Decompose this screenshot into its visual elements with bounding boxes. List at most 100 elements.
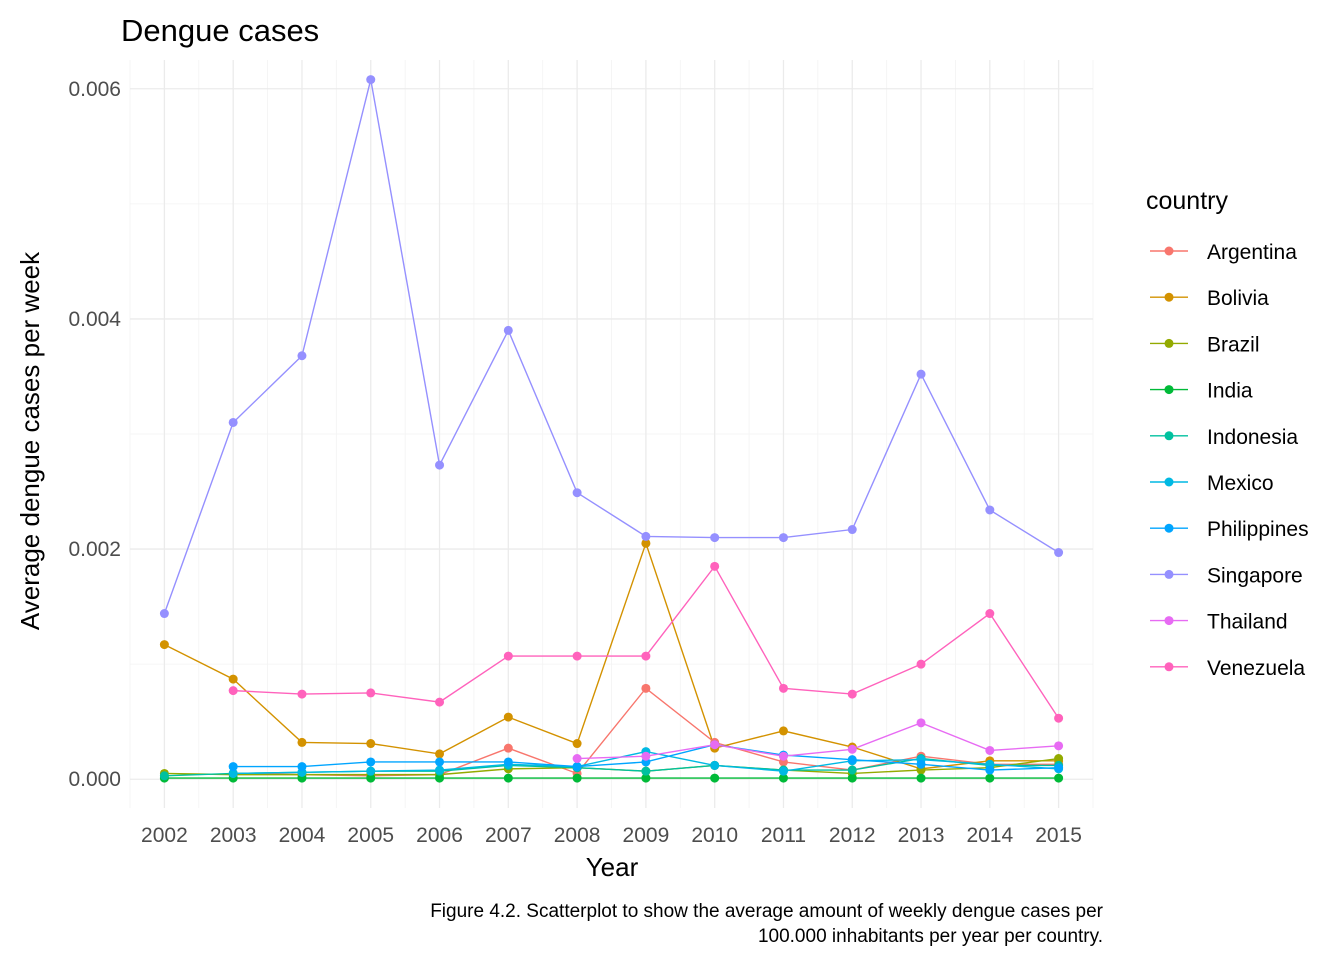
point-philippines-2008 bbox=[572, 762, 582, 772]
point-philippines-2003 bbox=[228, 762, 238, 772]
point-brazil-2015 bbox=[1054, 754, 1064, 764]
x-tick-label: 2004 bbox=[279, 824, 326, 847]
point-singapore-2004 bbox=[297, 351, 307, 361]
point-thailand-2011 bbox=[778, 751, 788, 761]
point-philippines-2014 bbox=[985, 765, 995, 775]
x-tick-label: 2002 bbox=[141, 824, 188, 847]
x-tick-label: 2011 bbox=[761, 824, 806, 847]
point-bolivia-2004 bbox=[297, 737, 307, 747]
point-singapore-2005 bbox=[366, 75, 376, 85]
point-philippines-2012 bbox=[847, 755, 857, 765]
point-bolivia-2003 bbox=[228, 674, 238, 684]
point-thailand-2014 bbox=[985, 745, 995, 755]
x-tick-label: 2012 bbox=[829, 824, 876, 847]
point-india-2012 bbox=[847, 773, 857, 783]
legend-key-point-thailand bbox=[1164, 616, 1174, 626]
legend-key-point-singapore bbox=[1164, 569, 1174, 579]
x-tick-label: 2013 bbox=[898, 824, 945, 847]
point-india-2011 bbox=[778, 773, 788, 783]
x-tick-label: 2014 bbox=[966, 824, 1013, 847]
legend-key-point-brazil bbox=[1164, 338, 1174, 348]
x-axis-title: Year bbox=[586, 852, 639, 882]
x-tick-label: 2005 bbox=[347, 824, 394, 847]
point-india-2013 bbox=[916, 773, 926, 783]
point-india-2007 bbox=[503, 773, 513, 783]
point-india-2006 bbox=[435, 773, 445, 783]
point-thailand-2009 bbox=[641, 751, 651, 761]
point-bolivia-2007 bbox=[503, 712, 513, 722]
point-india-2015 bbox=[1054, 773, 1064, 783]
point-bolivia-2009 bbox=[641, 538, 651, 548]
point-venezuela-2003 bbox=[228, 686, 238, 696]
caption-line-1: Figure 4.2. Scatterplot to show the aver… bbox=[430, 901, 1103, 922]
point-singapore-2006 bbox=[435, 460, 445, 470]
point-venezuela-2009 bbox=[641, 651, 651, 661]
point-india-2009 bbox=[641, 773, 651, 783]
y-tick-label: 0.004 bbox=[68, 308, 121, 331]
point-singapore-2003 bbox=[228, 417, 238, 427]
point-mexico-2011 bbox=[778, 766, 788, 776]
point-singapore-2002 bbox=[159, 609, 169, 619]
point-mexico-2005 bbox=[366, 766, 376, 776]
point-singapore-2015 bbox=[1054, 548, 1064, 558]
legend-label-argentina: Argentina bbox=[1207, 241, 1297, 264]
series-line-thailand bbox=[577, 722, 1059, 760]
point-singapore-2009 bbox=[641, 531, 651, 541]
point-argentina-2007 bbox=[503, 743, 513, 753]
x-tick-label: 2006 bbox=[416, 824, 463, 847]
point-singapore-2011 bbox=[778, 533, 788, 543]
point-bolivia-2002 bbox=[159, 640, 169, 650]
legend-label-bolivia: Bolivia bbox=[1207, 287, 1269, 310]
point-thailand-2010 bbox=[710, 740, 720, 750]
point-venezuela-2012 bbox=[847, 689, 857, 699]
point-thailand-2008 bbox=[572, 754, 582, 764]
grid bbox=[129, 60, 1094, 808]
point-bolivia-2011 bbox=[778, 726, 788, 736]
legend-key-point-india bbox=[1164, 385, 1174, 395]
legend-label-thailand: Thailand bbox=[1207, 611, 1288, 634]
point-venezuela-2011 bbox=[778, 683, 788, 693]
legend: Argentina Bolivia Brazil India Indonesia Mexi… bbox=[1150, 241, 1309, 680]
point-venezuela-2006 bbox=[435, 697, 445, 707]
point-bolivia-2008 bbox=[572, 739, 582, 749]
y-tick-label: 0.002 bbox=[68, 538, 121, 561]
point-india-2010 bbox=[710, 773, 720, 783]
point-singapore-2013 bbox=[916, 369, 926, 379]
legend-title: country bbox=[1146, 187, 1228, 215]
point-thailand-2012 bbox=[847, 744, 857, 754]
point-india-2014 bbox=[985, 773, 995, 783]
legend-label-india: India bbox=[1207, 380, 1253, 403]
point-philippines-2007 bbox=[503, 757, 513, 767]
y-tick-labels: 0.000 0.002 0.004 0.006 bbox=[68, 78, 121, 791]
legend-label-mexico: Mexico bbox=[1207, 472, 1274, 495]
point-philippines-2013 bbox=[916, 759, 926, 769]
legend-label-venezuela: Venezuela bbox=[1207, 657, 1305, 680]
x-tick-label: 2009 bbox=[623, 824, 670, 847]
legend-key-point-philippines bbox=[1164, 523, 1174, 533]
point-argentina-2009 bbox=[641, 683, 651, 693]
point-mexico-2006 bbox=[435, 765, 445, 775]
point-philippines-2005 bbox=[366, 757, 376, 767]
caption-line-2: 100.000 inhabitants per year per country… bbox=[758, 926, 1103, 947]
point-india-2005 bbox=[366, 773, 376, 783]
legend-key-point-venezuela bbox=[1164, 662, 1174, 672]
y-axis-title: Average dengue cases per week bbox=[15, 251, 45, 630]
point-singapore-2014 bbox=[985, 505, 995, 515]
legend-key-point-indonesia bbox=[1164, 431, 1174, 441]
point-venezuela-2004 bbox=[297, 689, 307, 699]
point-venezuela-2010 bbox=[710, 561, 720, 571]
y-tick-label: 0.000 bbox=[68, 768, 121, 791]
x-tick-label: 2015 bbox=[1035, 824, 1082, 847]
point-venezuela-2015 bbox=[1054, 713, 1064, 723]
point-singapore-2007 bbox=[503, 325, 513, 335]
legend-label-singapore: Singapore bbox=[1207, 564, 1303, 587]
point-philippines-2006 bbox=[435, 757, 445, 767]
point-singapore-2008 bbox=[572, 488, 582, 498]
point-singapore-2012 bbox=[847, 525, 857, 535]
series-line-bolivia bbox=[164, 541, 1059, 770]
point-bolivia-2006 bbox=[435, 749, 445, 759]
legend-label-brazil: Brazil bbox=[1207, 333, 1260, 356]
point-thailand-2015 bbox=[1054, 741, 1064, 751]
x-tick-label: 2007 bbox=[485, 824, 532, 847]
point-venezuela-2005 bbox=[366, 688, 376, 698]
